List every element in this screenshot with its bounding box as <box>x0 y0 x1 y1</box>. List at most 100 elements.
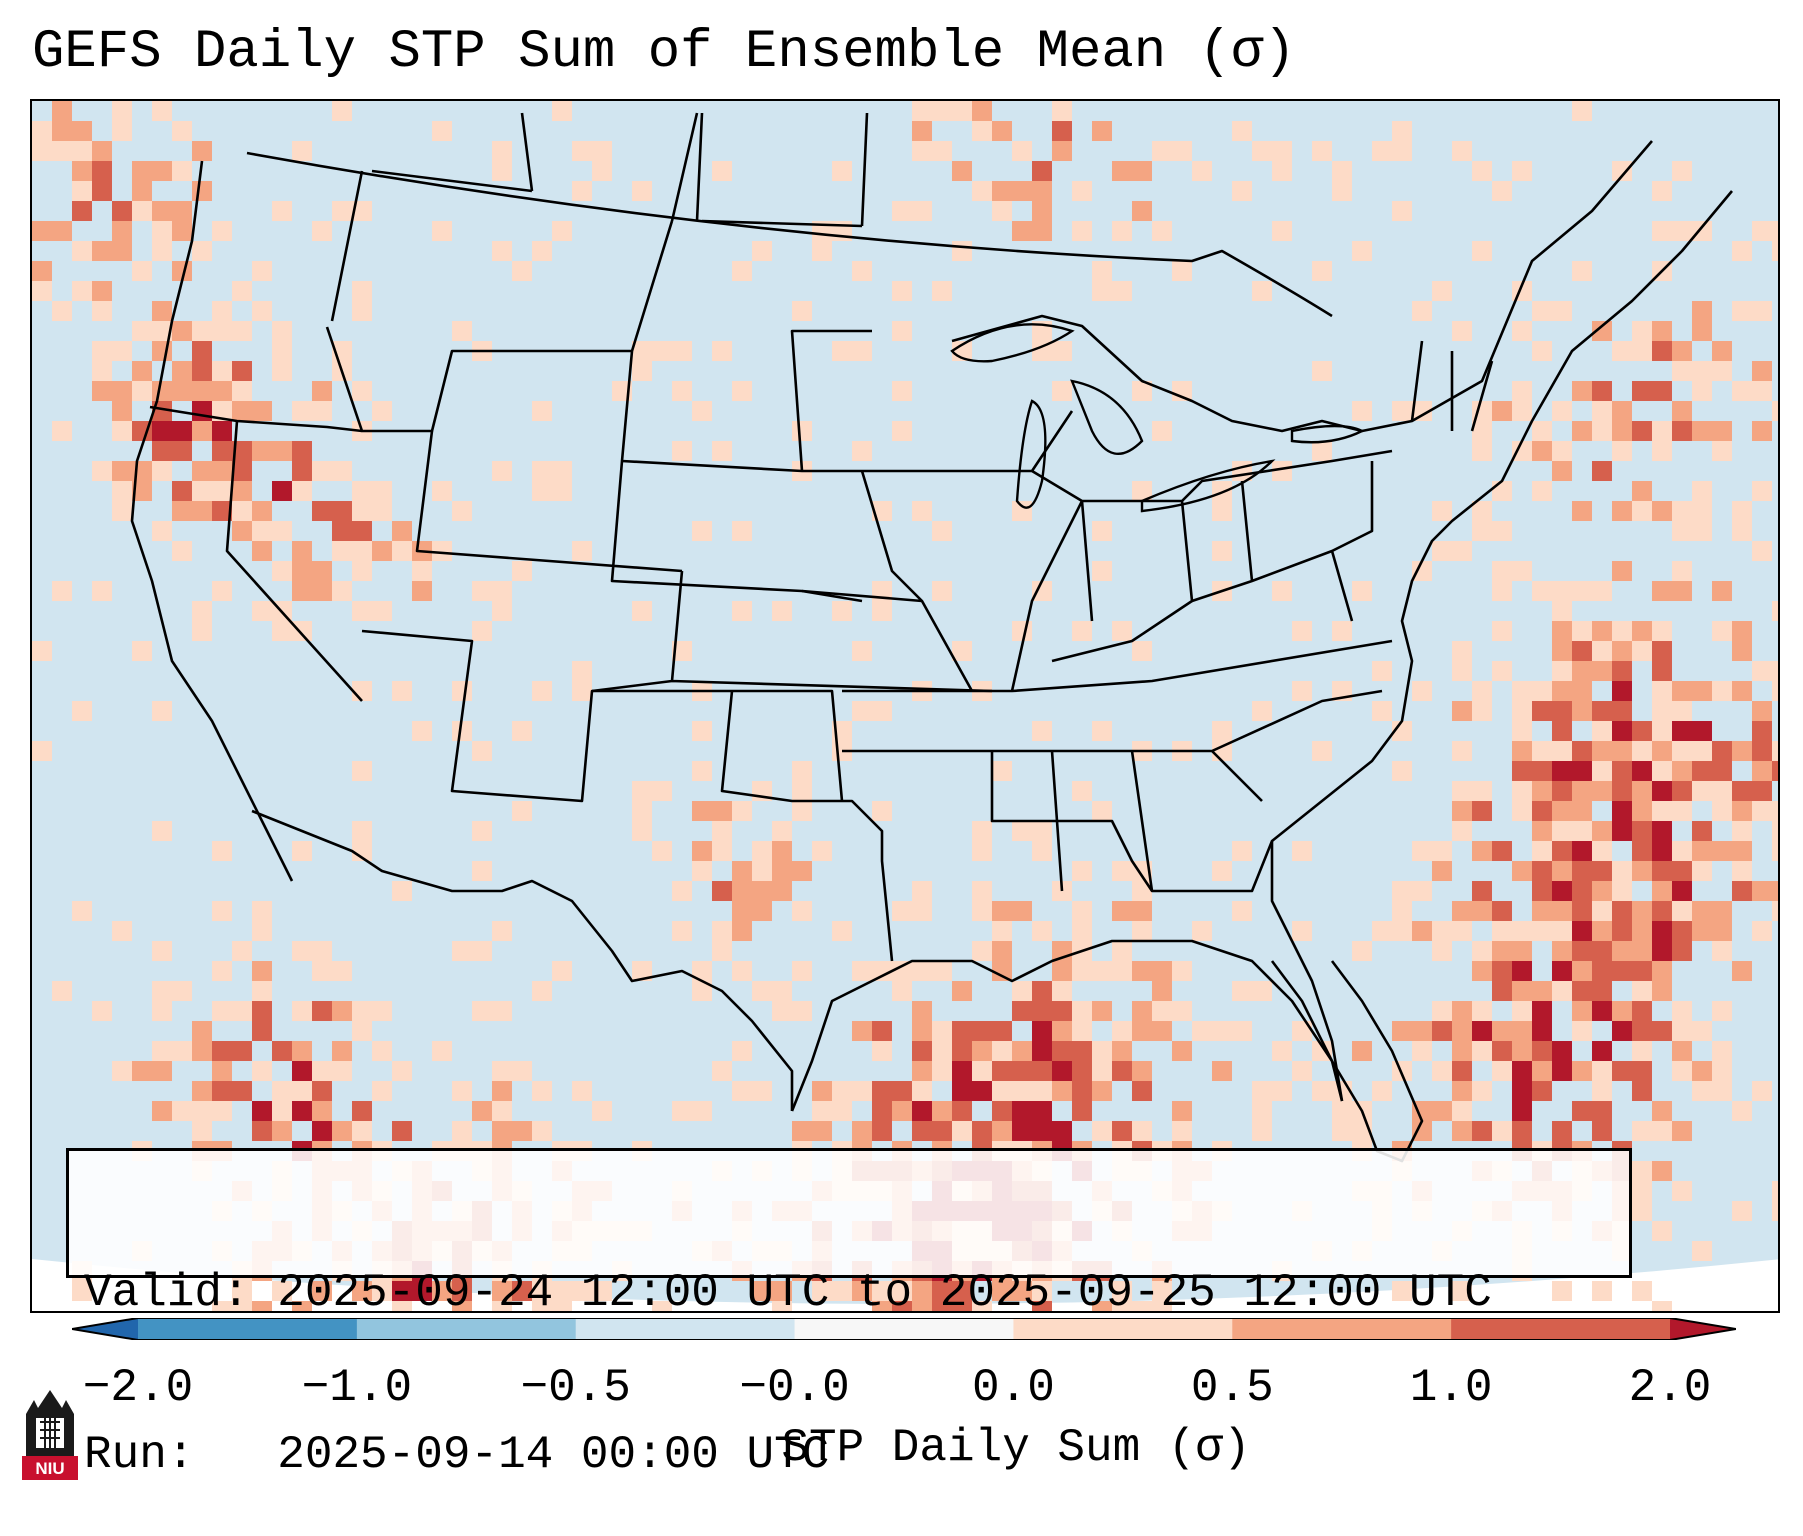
stp-cell <box>992 1281 1012 1301</box>
stp-cell <box>252 1101 272 1121</box>
stp-cell <box>1632 761 1652 781</box>
stp-cell <box>1272 461 1292 481</box>
stp-cell <box>1752 301 1772 321</box>
stp-cell <box>952 981 972 1001</box>
logo-text: NIU <box>35 1459 64 1478</box>
stp-cell <box>1632 1201 1652 1221</box>
stp-cell <box>1072 181 1092 201</box>
stp-cell <box>1552 781 1572 801</box>
stp-cell <box>272 1281 292 1301</box>
stp-cell <box>1472 1021 1492 1041</box>
stp-cell <box>172 381 192 401</box>
stp-cell <box>232 1081 252 1101</box>
stp-cell <box>572 1281 592 1301</box>
stp-cell <box>1672 841 1692 861</box>
stp-cell <box>252 1061 272 1081</box>
stp-cell <box>1152 961 1172 981</box>
stp-cell <box>1772 901 1778 921</box>
stp-cell <box>1032 1121 1052 1141</box>
stp-cell <box>1492 521 1512 541</box>
stp-cell <box>332 961 352 981</box>
stp-cell <box>1652 821 1672 841</box>
stp-cell <box>932 1121 952 1141</box>
stp-cell <box>1732 621 1752 641</box>
stp-cell <box>1032 1001 1052 1021</box>
stp-cell <box>492 161 512 181</box>
stp-cell <box>1612 881 1632 901</box>
stp-cell <box>1512 441 1532 461</box>
stp-cell <box>1432 1101 1452 1121</box>
stp-cell <box>1632 1081 1652 1101</box>
stp-cell <box>672 921 692 941</box>
stp-cell <box>1632 621 1652 641</box>
stp-cell <box>1692 1241 1712 1261</box>
stp-cell <box>1012 1081 1032 1101</box>
stp-cell <box>412 1281 432 1301</box>
stp-cell <box>912 1301 932 1311</box>
stp-cell <box>152 981 172 1001</box>
stp-cell <box>1432 1001 1452 1021</box>
stp-cell <box>252 981 272 1001</box>
stp-cell <box>192 241 212 261</box>
stp-cell <box>352 301 372 321</box>
stp-cell <box>1612 921 1632 941</box>
stp-cell <box>1532 341 1552 361</box>
stp-cell <box>1732 1201 1752 1221</box>
stp-cell <box>1472 421 1492 441</box>
stp-cell <box>1552 861 1572 881</box>
stp-cell <box>892 1281 912 1301</box>
stp-cell <box>1672 1061 1692 1081</box>
stp-cell <box>472 741 492 761</box>
stp-cell <box>332 1001 352 1021</box>
stp-cell <box>972 941 992 961</box>
stp-cell <box>1092 1041 1112 1061</box>
stp-cell <box>232 401 252 421</box>
stp-cell <box>1172 141 1192 161</box>
stp-cell <box>1672 1021 1692 1041</box>
stp-cell <box>1232 901 1252 921</box>
stp-cell <box>972 1121 992 1141</box>
stp-cell <box>172 1101 192 1121</box>
stp-cell <box>952 241 972 261</box>
stp-cell <box>1412 401 1432 421</box>
stp-cell <box>432 121 452 141</box>
stp-cell <box>1552 461 1572 481</box>
stp-cell <box>1472 241 1492 261</box>
stp-cell <box>1532 881 1552 901</box>
stp-cell <box>1492 941 1512 961</box>
stp-cell <box>1412 1121 1432 1141</box>
stp-cell <box>1712 341 1732 361</box>
stp-cell <box>1612 701 1632 721</box>
stp-cell <box>1112 1281 1132 1301</box>
stp-cell <box>272 321 292 341</box>
stp-cell <box>1592 1061 1612 1081</box>
stp-cell <box>1552 901 1572 921</box>
stp-cell <box>1312 1041 1332 1061</box>
stp-cell <box>912 1001 932 1021</box>
stp-cell <box>212 381 232 401</box>
stp-cell <box>712 801 732 821</box>
stp-cell <box>972 1081 992 1101</box>
stp-cell <box>932 281 952 301</box>
stp-cell <box>772 981 792 1001</box>
stp-cell <box>1432 841 1452 861</box>
stp-cell <box>352 561 372 581</box>
stp-cell <box>152 301 172 321</box>
stp-cell <box>152 521 172 541</box>
stp-cell <box>1632 1061 1652 1081</box>
stp-cell <box>312 1121 332 1141</box>
stp-cell <box>1552 441 1572 461</box>
stp-cell <box>1032 1081 1052 1101</box>
stp-cell <box>792 1001 812 1021</box>
stp-cell <box>1612 621 1632 641</box>
stp-cell <box>1732 801 1752 821</box>
stp-cell <box>72 1281 92 1301</box>
nevada-border <box>225 420 363 702</box>
stp-cell <box>192 1101 212 1121</box>
stp-cell <box>1512 941 1532 961</box>
stp-cell <box>1512 1061 1532 1081</box>
stp-cell <box>452 1301 472 1311</box>
stp-cell <box>1332 1101 1352 1121</box>
stp-cell <box>572 541 592 561</box>
stp-cell <box>1712 361 1732 381</box>
